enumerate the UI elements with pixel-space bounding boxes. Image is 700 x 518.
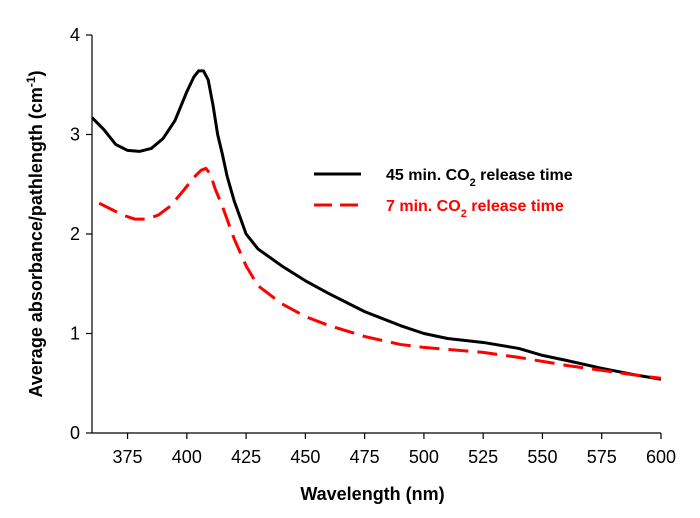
y-axis-title: Average absorbance/pathlength (cm-1): [24, 70, 46, 397]
x-tick-label: 375: [113, 447, 143, 467]
y-tick-label: 2: [70, 224, 80, 244]
y-tick-label: 1: [70, 324, 80, 344]
y-tick-label: 3: [70, 125, 80, 145]
x-tick-label: 550: [527, 447, 557, 467]
x-tick-label: 500: [409, 447, 439, 467]
x-tick-label: 575: [587, 447, 617, 467]
y-tick-label: 0: [70, 423, 80, 443]
x-tick-label: 525: [468, 447, 498, 467]
x-axis-title: Wavelength (nm): [300, 484, 444, 504]
series-line-7-min: [98, 166, 661, 380]
x-tick-label: 425: [231, 447, 261, 467]
legend-label-7-min: 7 min. CO2 release time: [386, 198, 564, 220]
x-tick-label: 475: [350, 447, 380, 467]
x-tick-label: 600: [646, 447, 676, 467]
series-line-45-min: [92, 69, 661, 381]
x-tick-label: 400: [172, 447, 202, 467]
y-tick-label: 4: [70, 25, 80, 45]
legend-label-45-min: 45 min. CO2 release time: [386, 167, 573, 189]
x-tick-label: 450: [290, 447, 320, 467]
